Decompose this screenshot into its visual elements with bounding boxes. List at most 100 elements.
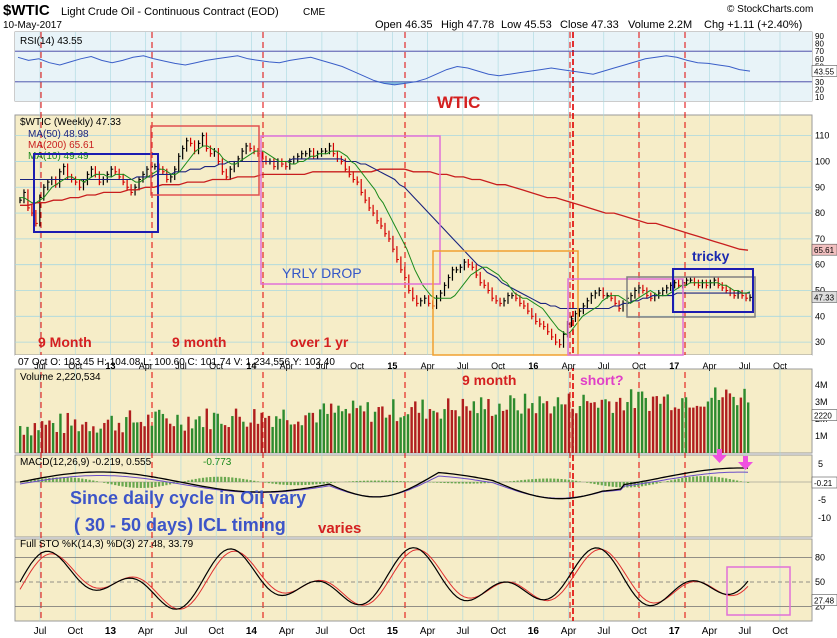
volume-bar <box>597 407 600 453</box>
sto-k-line <box>19 547 749 610</box>
macd-histogram-bar <box>326 482 329 484</box>
x-tick-label-mid: Jul <box>34 361 46 371</box>
volume-bar <box>728 393 732 453</box>
volume-bar <box>564 404 567 453</box>
volume-bar <box>231 416 234 453</box>
macd-histogram-bar <box>545 478 548 482</box>
volume-bar <box>62 432 66 453</box>
macd-histogram-bar <box>703 476 706 482</box>
high-label: High 47.78 <box>441 19 494 31</box>
volume-bar <box>190 428 194 453</box>
volume-bar <box>125 417 128 453</box>
volume-bar <box>725 389 728 453</box>
macd-histogram-bar <box>329 482 333 483</box>
rsi-label: RSI(14) 43.55 <box>20 36 83 47</box>
volume-bar <box>523 393 527 453</box>
volume-bar <box>410 407 413 453</box>
volume-bar <box>150 425 154 453</box>
volume-bar <box>318 409 322 453</box>
volume-bar <box>55 431 58 453</box>
volume-bar <box>615 401 618 453</box>
volume-bar <box>622 410 626 453</box>
volume-bar <box>282 409 285 453</box>
macd-histogram-bar <box>125 482 128 487</box>
macd-histogram-bar <box>48 477 51 482</box>
close-tag-bg <box>811 291 837 303</box>
macd-histogram-bar <box>531 479 534 482</box>
macd-histogram-bar <box>542 478 545 482</box>
macd-histogram-bar <box>589 482 592 484</box>
macd-histogram-bar <box>333 482 336 483</box>
macd-histogram-bar <box>399 481 402 482</box>
macd-histogram-bar <box>516 480 519 482</box>
volume-bar <box>414 401 417 453</box>
volume-bar <box>147 414 150 453</box>
macd-histogram-bar <box>238 478 241 482</box>
volume-bar <box>132 422 135 453</box>
volume-bar <box>329 403 333 453</box>
macd-histogram-bar <box>183 481 186 482</box>
macd-histogram-bar <box>245 479 249 482</box>
macd-line <box>19 467 749 500</box>
volume-bar <box>388 414 391 453</box>
macd-histogram-bar <box>629 482 633 488</box>
volume-axis-label: 4M <box>815 380 828 390</box>
price-bg <box>14 114 813 356</box>
macd-histogram-bar <box>604 482 607 486</box>
volume-bar <box>340 411 344 453</box>
annot-yrly-drop: YRLY DROP <box>282 265 362 281</box>
price-axis-label: 40 <box>815 311 825 321</box>
x-tick-label-mid: Apr <box>421 361 435 371</box>
volume-bar <box>245 426 249 453</box>
x-tick-label: Oct <box>349 626 365 637</box>
macd-histogram-bar <box>597 482 600 485</box>
rsi-axis-label: 30 <box>815 78 824 87</box>
macd-histogram-bar <box>242 478 245 482</box>
volume-bar <box>406 414 410 453</box>
volume-bar <box>626 402 629 453</box>
x-tick-label: 16 <box>528 626 540 637</box>
x-tick-label-mid: Oct <box>350 361 365 371</box>
volume-bar <box>26 426 29 453</box>
macd-histogram-bar <box>359 480 362 482</box>
volume-bar <box>681 398 684 453</box>
macd-histogram-bar <box>487 482 490 484</box>
macd-histogram-bar <box>388 480 391 482</box>
x-tick-label: Jul <box>175 626 188 637</box>
volume-bar <box>344 408 347 453</box>
volume-bar <box>392 399 395 453</box>
volume-bar <box>714 387 717 453</box>
rsi-axis-label: 70 <box>815 47 824 56</box>
macd-histogram-bar <box>373 480 377 482</box>
header-bg <box>0 0 837 30</box>
macd-histogram-bar <box>293 482 296 486</box>
x-tick-label: Jul <box>316 626 329 637</box>
volume-bar <box>220 423 223 453</box>
macd-histogram-bar <box>355 481 358 482</box>
rsi-last-tag-bg <box>811 65 837 77</box>
macd-bg <box>14 454 813 538</box>
macd-histogram-bar <box>714 476 717 482</box>
macd-histogram-bar <box>381 480 384 482</box>
volume-bar <box>501 410 505 453</box>
volume-bar <box>337 405 340 453</box>
macd-panel <box>15 467 812 500</box>
macd-histogram-bar <box>297 482 300 486</box>
volume-bar <box>154 411 157 453</box>
annot-since-daily: Since daily cycle in Oil vary <box>70 488 306 508</box>
macd-histogram-bar <box>736 480 739 482</box>
volume-bar <box>651 396 655 453</box>
annot-varies: varies <box>318 520 361 537</box>
volume-bar <box>695 405 699 453</box>
macd-histogram-bar <box>154 482 157 488</box>
macd-histogram-bar <box>117 482 120 486</box>
macd-histogram-bar <box>81 478 84 482</box>
volume-bar <box>450 410 454 453</box>
macd-histogram-bar <box>454 482 457 484</box>
volume-bar <box>194 419 197 453</box>
volume-bar <box>399 417 402 453</box>
volume-bar <box>436 412 439 453</box>
macd-histogram-bar <box>673 479 677 482</box>
volume-bar <box>143 426 146 453</box>
x-tick-label: Apr <box>420 626 436 637</box>
